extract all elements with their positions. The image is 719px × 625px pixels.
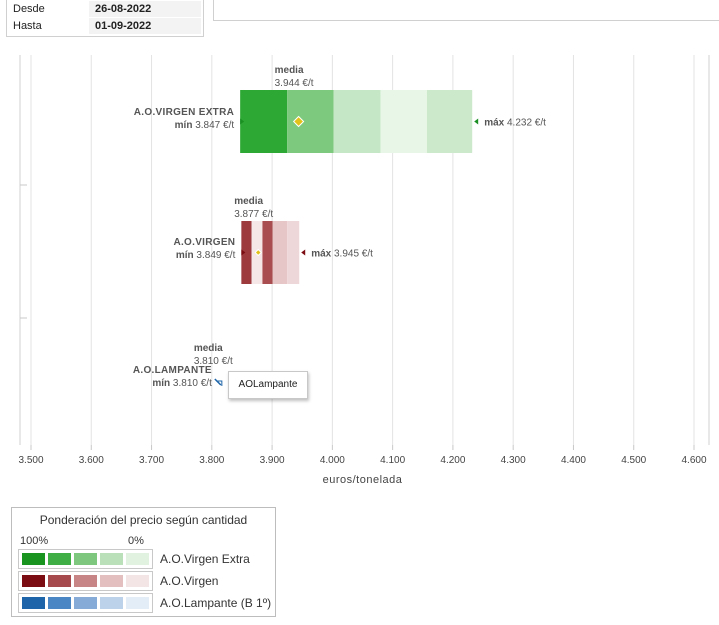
legend-swatch (100, 553, 123, 565)
x-tick-label: 3.500 (18, 455, 43, 466)
legend-label: A.O.Lampante (B 1º) (160, 596, 272, 610)
hasta-value[interactable]: 01-09-2022 (89, 18, 201, 34)
point-marker (214, 378, 222, 386)
x-tick-label: 4.100 (380, 455, 405, 466)
min-label: mín 3.849 €/t (176, 250, 236, 261)
legend-swatches (18, 549, 153, 569)
range-band (426, 90, 473, 153)
range-band (380, 90, 427, 153)
series-name: A.O.LAMPANTE (133, 365, 212, 376)
max-label: máx 3.945 €/t (311, 249, 373, 260)
series-name: A.O.VIRGEN EXTRA (134, 107, 234, 118)
legend-swatch (126, 575, 149, 587)
mean-value: 3.810 €/t (194, 356, 233, 367)
desde-label: Desde (13, 3, 45, 15)
mean-marker (254, 248, 262, 257)
max-keyword: máx (311, 249, 334, 260)
x-tick-label: 4.000 (320, 455, 345, 466)
legend-row-virgen-extra: A.O.Virgen Extra (18, 549, 273, 569)
min-keyword: mín (152, 378, 173, 389)
min-keyword: mín (176, 250, 197, 261)
mean-keyword: media (234, 196, 263, 207)
x-tick-label: 3.700 (139, 455, 164, 466)
legend-swatch (126, 597, 149, 609)
range-band (333, 90, 381, 153)
series-name: A.O.VIRGEN (173, 237, 235, 248)
mean-value: 3.877 €/t (234, 209, 273, 220)
max-marker (474, 118, 479, 125)
desde-value[interactable]: 26-08-2022 (89, 1, 201, 17)
legend-swatches (18, 571, 153, 591)
max-value: 3.945 €/t (334, 249, 373, 260)
mean-keyword: media (275, 65, 304, 76)
max-keyword: máx (484, 118, 507, 129)
legend-label: A.O.Virgen (160, 574, 219, 588)
x-tick-label: 3.600 (79, 455, 104, 466)
legend-label: A.O.Virgen Extra (160, 552, 250, 566)
min-label: mín 3.810 €/t (152, 378, 212, 389)
min-value: 3.847 €/t (195, 120, 234, 131)
min-value: 3.849 €/t (196, 250, 235, 261)
price-range-chart: 3.500 3.600 3.700 3.800 3.900 4.000 4.100 4.200… (18, 55, 710, 486)
legend-swatch (74, 553, 97, 565)
legend-swatch (48, 597, 71, 609)
hasta-row: Hasta 01-09-2022 (7, 18, 203, 35)
x-tick-label: 4.400 (561, 455, 586, 466)
chart-tooltip: AOLampante (228, 371, 308, 399)
min-value: 3.810 €/t (173, 378, 212, 389)
legend-swatch (22, 597, 45, 609)
legend-swatch (74, 597, 97, 609)
range-band (240, 90, 288, 153)
legend-swatch (100, 597, 123, 609)
top-panel (213, 0, 719, 21)
legend-swatch (100, 575, 123, 587)
x-tick-label: 4.300 (501, 455, 526, 466)
x-tick-label: 3.800 (199, 455, 224, 466)
x-tick-label: 3.900 (260, 455, 285, 466)
point-marker-arrow (216, 380, 223, 386)
legend-row-lampante: A.O.Lampante (B 1º) (18, 593, 273, 613)
mean-value: 3.944 €/t (275, 78, 314, 89)
mean-keyword: media (194, 343, 223, 354)
legend-pct-low: 0% (128, 535, 144, 547)
range-band (241, 221, 252, 284)
hasta-label: Hasta (13, 20, 42, 32)
legend-swatches (18, 593, 153, 613)
min-marker (240, 118, 245, 125)
range-band (262, 221, 273, 284)
legend-swatch (74, 575, 97, 587)
max-marker (301, 249, 306, 256)
date-range-panel: Desde 26-08-2022 Hasta 01-09-2022 (6, 0, 204, 37)
range-band (287, 221, 300, 284)
max-label: máx 4.232 €/t (484, 118, 546, 129)
range-band (272, 221, 288, 284)
legend-title: Ponderación del precio según cantidad (39, 513, 248, 527)
legend-row-virgen: A.O.Virgen (18, 571, 273, 591)
desde-row: Desde 26-08-2022 (7, 1, 203, 18)
mean-marker (292, 115, 305, 128)
legend-swatch (22, 553, 45, 565)
legend-swatch (48, 575, 71, 587)
min-marker (241, 249, 246, 256)
legend-panel: Ponderación del precio según cantidad 10… (11, 507, 276, 617)
min-label: mín 3.847 €/t (175, 120, 235, 131)
legend-swatch (48, 553, 71, 565)
x-tick-label: 4.500 (621, 455, 646, 466)
max-value: 4.232 €/t (507, 118, 546, 129)
x-axis-label: euros/tonelada (323, 474, 403, 486)
legend-pct-high: 100% (20, 535, 49, 547)
x-tick-label: 4.200 (440, 455, 465, 466)
legend-swatch (126, 553, 149, 565)
min-keyword: mín (175, 120, 196, 131)
x-tick-label: 4.600 (681, 455, 706, 466)
legend-swatch (22, 575, 45, 587)
